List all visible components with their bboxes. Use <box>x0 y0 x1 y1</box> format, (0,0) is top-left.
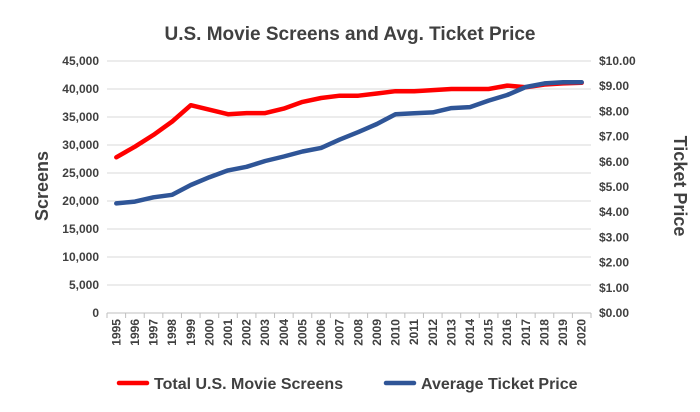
y2-tick-label: $2.00 <box>599 256 629 270</box>
y2-tick-label: $6.00 <box>599 155 629 169</box>
y-axis-title: Screens <box>32 151 52 221</box>
y2-tick-label: $8.00 <box>599 104 629 118</box>
x-tick-label: 2006 <box>314 319 328 346</box>
y-tick-label: 25,000 <box>62 166 99 180</box>
y-tick-label: 45,000 <box>62 54 99 68</box>
y2-tick-label: $3.00 <box>599 230 629 244</box>
series-lines <box>116 82 581 203</box>
y-tick-label: 20,000 <box>62 194 99 208</box>
x-tick-label: 1999 <box>184 319 198 346</box>
legend: Total U.S. Movie Screens Average Ticket P… <box>119 376 578 393</box>
x-tick-label: 2008 <box>351 319 365 346</box>
x-tick-label: 2007 <box>333 319 347 346</box>
x-tick-label: 2018 <box>537 319 551 346</box>
x-tick-label: 2011 <box>407 319 421 345</box>
x-tick-label: 2019 <box>556 319 570 346</box>
y-tick-label: 5,000 <box>69 278 99 292</box>
y2-tick-label: $10.00 <box>599 54 636 68</box>
y2-tick-label: $1.00 <box>599 281 629 295</box>
x-tick-label: 2000 <box>202 319 216 346</box>
y2-axis-title: Ticket Price <box>670 136 690 237</box>
x-tick-label: 2005 <box>295 319 309 346</box>
x-tick-label: 2016 <box>500 319 514 346</box>
x-tick-label: 2004 <box>277 319 291 346</box>
x-tick-label: 2010 <box>389 319 403 346</box>
y-tick-label: 30,000 <box>62 138 99 152</box>
axes <box>107 313 591 318</box>
x-tick-label: 2001 <box>221 319 235 346</box>
x-tick-label: 2020 <box>575 319 589 346</box>
x-tick-label: 2003 <box>258 319 272 346</box>
legend-label: Total U.S. Movie Screens <box>154 376 343 393</box>
series-line <box>116 82 581 203</box>
chart-title: U.S. Movie Screens and Avg. Ticket Price <box>164 24 535 45</box>
y-tick-label: 35,000 <box>62 110 99 124</box>
y-tick-label: 0 <box>92 306 99 320</box>
x-tick-label: 2009 <box>370 319 384 346</box>
x-tick-label: 2002 <box>240 319 254 346</box>
y-tick-label: 40,000 <box>62 82 99 96</box>
legend-label: Average Ticket Price <box>421 376 578 393</box>
y-tick-label: 15,000 <box>62 222 99 236</box>
y2-tick-label: $0.00 <box>599 306 629 320</box>
y2-tick-label: $7.00 <box>599 130 629 144</box>
x-tick-label: 1995 <box>109 319 123 346</box>
x-tick-label: 2017 <box>519 319 533 346</box>
y2-tick-label: $9.00 <box>599 79 629 93</box>
x-tick-label: 2013 <box>444 319 458 346</box>
y-tick-label: 10,000 <box>62 250 99 264</box>
y2-tick-label: $4.00 <box>599 205 629 219</box>
x-tick-label: 2014 <box>463 319 477 346</box>
x-tick-label: 1998 <box>165 319 179 346</box>
x-tick-label: 1996 <box>128 319 142 346</box>
x-tick-label: 2012 <box>426 319 440 346</box>
x-tick-label: 2015 <box>482 319 496 346</box>
chart-svg: U.S. Movie Screens and Avg. Ticket Price… <box>0 0 700 412</box>
chart-container: U.S. Movie Screens and Avg. Ticket Price… <box>0 0 700 412</box>
y2-tick-label: $5.00 <box>599 180 629 194</box>
x-tick-label: 1997 <box>147 319 161 346</box>
